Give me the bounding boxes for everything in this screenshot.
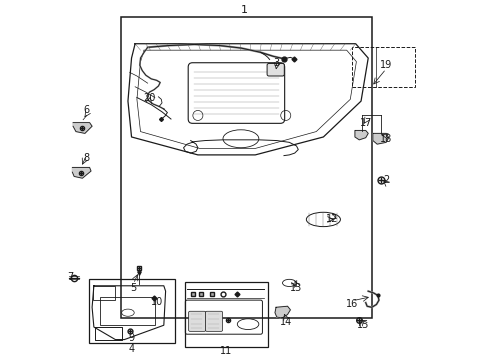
FancyBboxPatch shape (266, 63, 284, 76)
Text: 8: 8 (83, 153, 90, 163)
Polygon shape (372, 134, 388, 144)
Text: 12: 12 (325, 215, 338, 224)
Text: 16: 16 (345, 299, 358, 309)
Polygon shape (72, 167, 91, 178)
Text: 3: 3 (273, 58, 279, 68)
Bar (93, 286, 115, 300)
Text: 11: 11 (219, 346, 231, 356)
Bar (121, 17, 371, 318)
Text: 15: 15 (356, 320, 368, 330)
Polygon shape (73, 123, 92, 134)
Text: 17: 17 (360, 118, 372, 128)
Text: 2: 2 (382, 175, 388, 185)
Bar (100, 297, 155, 325)
FancyBboxPatch shape (188, 311, 205, 331)
Text: 18: 18 (379, 134, 391, 144)
Text: 6: 6 (83, 105, 90, 115)
Text: 9: 9 (128, 333, 134, 343)
Text: 4: 4 (128, 343, 134, 354)
Text: 19: 19 (379, 60, 391, 70)
Bar (351, 47, 414, 87)
Text: 14: 14 (279, 317, 291, 327)
Text: 13: 13 (290, 283, 302, 293)
Polygon shape (274, 306, 290, 318)
Text: 5: 5 (130, 283, 136, 293)
Text: 7: 7 (67, 272, 74, 282)
Text: 1: 1 (241, 5, 247, 15)
Text: 20: 20 (143, 93, 155, 103)
Bar (88, 279, 174, 343)
Text: 10: 10 (150, 297, 163, 307)
Polygon shape (354, 131, 367, 140)
Bar (185, 282, 267, 347)
FancyBboxPatch shape (205, 311, 222, 331)
